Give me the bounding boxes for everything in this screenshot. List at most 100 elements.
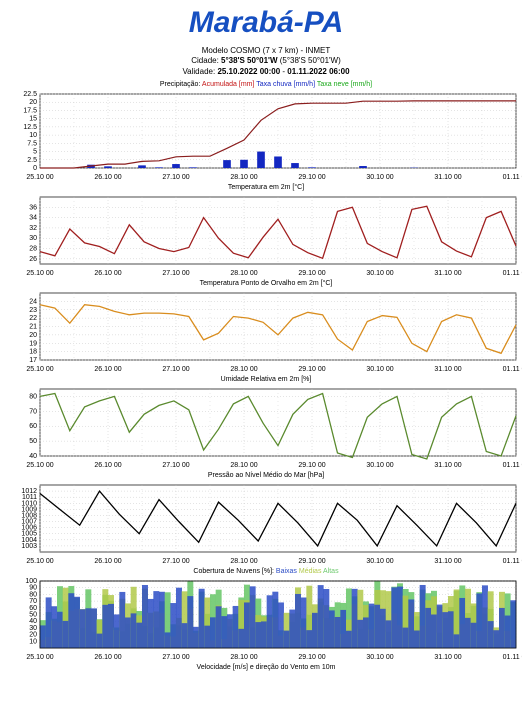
svg-text:12.5: 12.5 xyxy=(23,124,37,131)
svg-text:1009: 1009 xyxy=(21,507,37,514)
legend-item: Taxa chuva [mm/h] xyxy=(254,81,315,88)
svg-text:30: 30 xyxy=(29,625,37,632)
legend-item: Baixas xyxy=(276,568,297,575)
svg-text:01.11 00: 01.11 00 xyxy=(503,174,522,181)
svg-text:29.10 00: 29.10 00 xyxy=(298,366,325,373)
svg-text:01.11 00: 01.11 00 xyxy=(503,366,522,373)
svg-text:22: 22 xyxy=(29,315,37,322)
svg-text:1010: 1010 xyxy=(21,500,37,507)
svg-text:80: 80 xyxy=(29,592,37,599)
svg-text:1003: 1003 xyxy=(21,543,37,550)
svg-text:26.10 00: 26.10 00 xyxy=(94,366,121,373)
svg-text:29.10 00: 29.10 00 xyxy=(298,654,325,661)
city-coords-paren: (5°38'S 50°01'W) xyxy=(278,56,341,65)
precip-legend: Precipitação: Acumulada [mm] Taxa chuva … xyxy=(10,81,522,88)
svg-text:28.10 00: 28.10 00 xyxy=(230,558,257,565)
svg-text:31.10 00: 31.10 00 xyxy=(434,558,461,565)
legend-item: Taxa neve [mm/h] xyxy=(315,81,372,88)
svg-text:1005: 1005 xyxy=(21,531,37,538)
page-container: Marabá-PA Modelo COSMO (7 x 7 km) - INME… xyxy=(0,0,532,681)
svg-text:01.11 00: 01.11 00 xyxy=(503,654,522,661)
svg-text:25.10 00: 25.10 00 xyxy=(26,174,53,181)
svg-text:01.11 00: 01.11 00 xyxy=(503,462,522,469)
legend-item: Médias xyxy=(297,568,322,575)
dew-title: Temperatura Ponto de Orvalho em 2m [°C] xyxy=(10,280,522,287)
svg-text:30.10 00: 30.10 00 xyxy=(366,558,393,565)
chart-dewpoint: 171819202122232425.10 0026.10 0027.10 00… xyxy=(10,289,522,374)
svg-text:30.10 00: 30.10 00 xyxy=(366,462,393,469)
svg-text:90: 90 xyxy=(29,585,37,592)
svg-text:20: 20 xyxy=(29,332,37,339)
svg-text:1004: 1004 xyxy=(21,537,37,544)
svg-text:30.10 00: 30.10 00 xyxy=(366,654,393,661)
svg-text:30.10 00: 30.10 00 xyxy=(366,270,393,277)
svg-text:1008: 1008 xyxy=(21,513,37,520)
svg-text:27.10 00: 27.10 00 xyxy=(162,366,189,373)
svg-text:22.5: 22.5 xyxy=(23,91,37,98)
svg-text:1011: 1011 xyxy=(22,494,37,501)
svg-text:29.10 00: 29.10 00 xyxy=(298,558,325,565)
svg-text:27.10 00: 27.10 00 xyxy=(162,462,189,469)
svg-text:27.10 00: 27.10 00 xyxy=(162,270,189,277)
svg-text:31.10 00: 31.10 00 xyxy=(434,366,461,373)
svg-text:29.10 00: 29.10 00 xyxy=(298,174,325,181)
svg-text:30.10 00: 30.10 00 xyxy=(366,366,393,373)
svg-text:27.10 00: 27.10 00 xyxy=(162,654,189,661)
svg-text:36: 36 xyxy=(29,204,37,211)
svg-text:60: 60 xyxy=(29,423,37,430)
svg-text:5: 5 xyxy=(33,149,37,156)
svg-text:18: 18 xyxy=(29,349,37,356)
svg-text:60: 60 xyxy=(29,605,37,612)
rh-title: Umidade Relativa em 2m [%] xyxy=(10,376,522,383)
svg-text:30: 30 xyxy=(29,235,37,242)
svg-text:01.11 00: 01.11 00 xyxy=(503,270,522,277)
svg-text:26.10 00: 26.10 00 xyxy=(94,462,121,469)
svg-text:28.10 00: 28.10 00 xyxy=(230,174,257,181)
svg-text:23: 23 xyxy=(29,307,37,314)
svg-text:1012: 1012 xyxy=(21,488,37,495)
svg-text:34: 34 xyxy=(29,215,37,222)
footer-label: Velocidade [m/s] e direção do Vento em 1… xyxy=(10,664,522,671)
svg-text:21: 21 xyxy=(29,324,37,331)
svg-text:28.10 00: 28.10 00 xyxy=(230,270,257,277)
svg-text:26.10 00: 26.10 00 xyxy=(94,558,121,565)
svg-text:2.5: 2.5 xyxy=(27,157,37,164)
svg-text:15: 15 xyxy=(29,116,37,123)
svg-text:24: 24 xyxy=(29,299,37,306)
svg-text:29.10 00: 29.10 00 xyxy=(298,270,325,277)
svg-text:50: 50 xyxy=(29,438,37,445)
svg-text:26.10 00: 26.10 00 xyxy=(94,654,121,661)
svg-text:26.10 00: 26.10 00 xyxy=(94,174,121,181)
svg-text:01.11 00: 01.11 00 xyxy=(503,558,522,565)
svg-text:25.10 00: 25.10 00 xyxy=(26,366,53,373)
svg-text:31.10 00: 31.10 00 xyxy=(434,174,461,181)
city-prefix: Cidade: xyxy=(191,56,221,65)
legend-item: Acumulada [mm] xyxy=(202,81,255,88)
chart-pressure: 1003100410051006100710081009101010111012… xyxy=(10,481,522,566)
chart-cloud-cover: 10203040506070809010025.10 0026.10 0027.… xyxy=(10,577,522,662)
svg-text:26.10 00: 26.10 00 xyxy=(94,270,121,277)
legend-item: Altas xyxy=(321,568,338,575)
svg-text:29.10 00: 29.10 00 xyxy=(298,462,325,469)
svg-text:10: 10 xyxy=(29,638,37,645)
svg-text:28.10 00: 28.10 00 xyxy=(230,366,257,373)
svg-text:28.10 00: 28.10 00 xyxy=(230,654,257,661)
svg-text:40: 40 xyxy=(29,618,37,625)
svg-text:31.10 00: 31.10 00 xyxy=(434,270,461,277)
svg-text:70: 70 xyxy=(29,598,37,605)
svg-text:70: 70 xyxy=(29,409,37,416)
svg-text:26: 26 xyxy=(29,256,37,263)
city-coords: 5°38'S 50°01'W xyxy=(221,56,277,65)
svg-text:20: 20 xyxy=(29,632,37,639)
svg-text:31.10 00: 31.10 00 xyxy=(434,462,461,469)
svg-text:7.5: 7.5 xyxy=(27,141,37,148)
validity-prefix: Validade: xyxy=(182,67,217,76)
svg-text:25.10 00: 25.10 00 xyxy=(26,270,53,277)
svg-text:25.10 00: 25.10 00 xyxy=(26,558,53,565)
svg-text:17.5: 17.5 xyxy=(23,108,37,115)
temp-title: Temperatura em 2m [°C] xyxy=(10,184,522,191)
svg-text:28: 28 xyxy=(29,246,37,253)
validity-start: 25.10.2022 00:00 xyxy=(217,67,280,76)
svg-text:20: 20 xyxy=(29,99,37,106)
chart-temperature: 26283032343625.10 0026.10 0027.10 0028.1… xyxy=(10,193,522,278)
